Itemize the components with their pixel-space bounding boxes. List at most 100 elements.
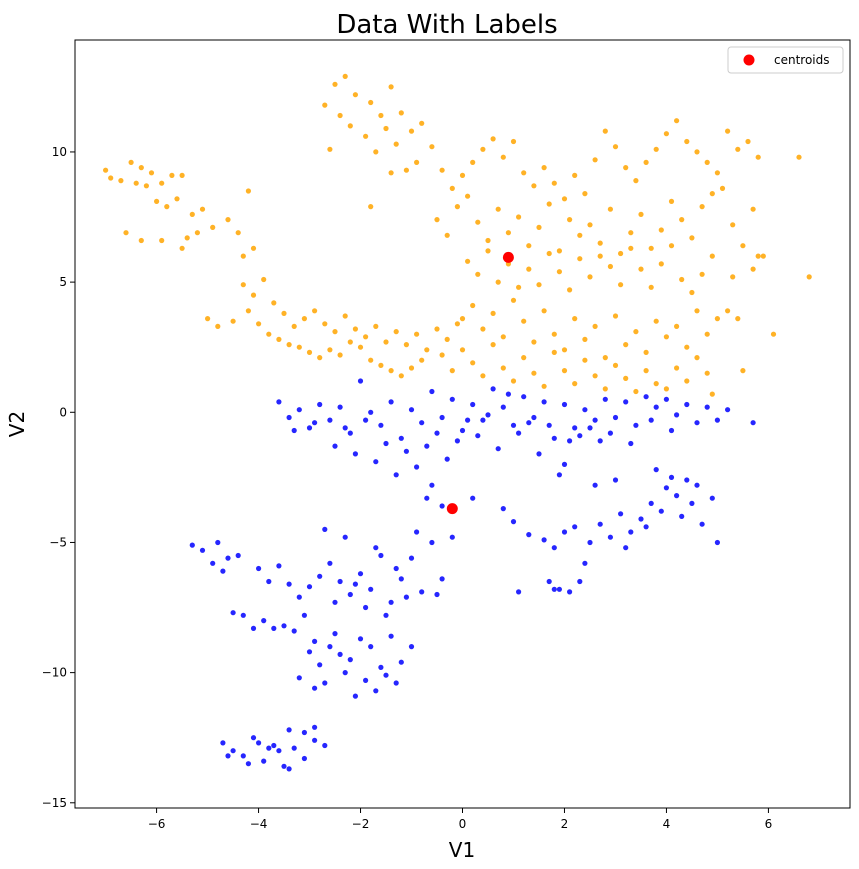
data-point-series-1 xyxy=(561,401,568,408)
data-point-series-1 xyxy=(526,420,532,426)
data-point-series-1 xyxy=(327,417,333,423)
data-point-series-0 xyxy=(709,253,715,259)
data-point-series-1 xyxy=(337,651,343,658)
data-point-series-0 xyxy=(612,362,619,368)
data-point-series-0 xyxy=(510,138,517,145)
data-point-series-0 xyxy=(235,230,241,236)
data-point-series-1 xyxy=(398,659,404,665)
data-point-series-0 xyxy=(541,165,547,171)
x-tick-label: −4 xyxy=(250,817,268,831)
data-point-series-0 xyxy=(465,193,471,199)
data-point-series-1 xyxy=(235,552,241,559)
data-point-series-1 xyxy=(347,591,353,598)
data-point-series-0 xyxy=(500,334,506,340)
data-point-series-1 xyxy=(327,560,333,566)
data-point-series-0 xyxy=(184,235,190,241)
data-point-series-0 xyxy=(561,196,568,202)
data-point-series-0 xyxy=(602,355,608,361)
data-point-series-1 xyxy=(531,414,537,421)
data-point-series-0 xyxy=(521,318,527,324)
data-point-series-0 xyxy=(679,276,685,283)
data-point-series-0 xyxy=(730,222,736,228)
data-point-series-1 xyxy=(301,729,307,736)
data-point-series-0 xyxy=(240,253,246,259)
data-point-series-0 xyxy=(602,386,608,392)
data-point-series-0 xyxy=(531,370,537,376)
data-point-series-1 xyxy=(363,417,369,423)
data-point-series-0 xyxy=(296,344,302,350)
data-point-series-0 xyxy=(709,191,715,197)
data-point-series-0 xyxy=(612,144,619,150)
data-point-series-1 xyxy=(699,521,705,527)
data-point-series-1 xyxy=(424,443,430,449)
data-point-series-1 xyxy=(439,503,445,509)
data-point-series-0 xyxy=(480,326,486,332)
data-point-series-0 xyxy=(551,180,557,186)
data-point-series-0 xyxy=(205,316,211,322)
data-point-series-1 xyxy=(296,407,302,413)
data-point-series-0 xyxy=(510,378,517,384)
data-point-series-1 xyxy=(623,545,629,551)
data-point-series-0 xyxy=(663,386,670,392)
data-point-series-0 xyxy=(714,170,721,176)
data-point-series-0 xyxy=(572,316,578,322)
data-point-series-0 xyxy=(668,243,675,249)
data-point-series-0 xyxy=(628,245,634,251)
data-point-series-0 xyxy=(459,316,466,322)
data-point-series-1 xyxy=(312,737,318,743)
data-point-series-0 xyxy=(643,159,649,165)
data-point-series-0 xyxy=(465,258,471,264)
data-point-series-1 xyxy=(541,537,547,543)
data-point-series-1 xyxy=(230,610,236,616)
data-point-series-0 xyxy=(383,125,389,132)
data-point-series-0 xyxy=(653,318,659,324)
data-point-series-1 xyxy=(250,735,257,741)
data-point-series-0 xyxy=(322,321,328,327)
data-point-series-1 xyxy=(225,555,231,561)
data-point-series-0 xyxy=(556,269,563,275)
data-point-series-1 xyxy=(561,461,568,467)
data-point-series-1 xyxy=(521,394,527,400)
data-point-series-1 xyxy=(250,625,257,632)
data-point-series-1 xyxy=(572,524,578,530)
data-point-series-1 xyxy=(189,542,195,548)
y-tick-label: 5 xyxy=(59,275,67,289)
data-point-series-0 xyxy=(668,198,675,204)
x-tick-label: −6 xyxy=(148,817,166,831)
data-point-series-0 xyxy=(541,308,547,314)
data-point-series-1 xyxy=(317,401,323,408)
data-point-series-0 xyxy=(378,112,384,119)
data-point-series-1 xyxy=(628,440,634,447)
data-point-series-1 xyxy=(709,495,715,501)
data-point-series-0 xyxy=(735,146,741,152)
data-point-series-0 xyxy=(567,217,573,223)
data-point-series-1 xyxy=(245,761,251,767)
data-point-series-0 xyxy=(403,342,409,348)
data-point-series-1 xyxy=(398,435,404,441)
data-point-series-0 xyxy=(256,321,262,327)
data-point-series-0 xyxy=(143,183,149,189)
data-point-series-0 xyxy=(373,149,379,155)
data-point-series-0 xyxy=(485,237,491,244)
data-point-series-0 xyxy=(770,331,777,337)
data-point-series-0 xyxy=(618,282,624,288)
data-point-series-0 xyxy=(674,118,680,124)
chart-title: Data With Labels xyxy=(336,10,557,40)
data-point-series-1 xyxy=(674,493,680,499)
data-point-series-1 xyxy=(414,464,420,470)
data-point-series-0 xyxy=(281,310,287,316)
data-point-series-0 xyxy=(332,81,338,87)
data-point-series-0 xyxy=(521,170,527,176)
data-point-series-1 xyxy=(556,472,563,478)
data-point-series-0 xyxy=(510,297,517,303)
data-point-series-1 xyxy=(653,404,659,410)
data-point-series-1 xyxy=(465,417,471,423)
data-point-series-0 xyxy=(740,368,746,374)
x-axis: −6 −4 −2 0 2 4 6 xyxy=(148,808,772,831)
data-point-series-0 xyxy=(567,287,573,293)
data-point-series-0 xyxy=(373,323,379,329)
data-point-series-1 xyxy=(373,688,379,694)
data-point-series-1 xyxy=(332,631,338,637)
x-tick-label: −2 xyxy=(352,817,370,831)
data-point-series-1 xyxy=(587,539,593,546)
